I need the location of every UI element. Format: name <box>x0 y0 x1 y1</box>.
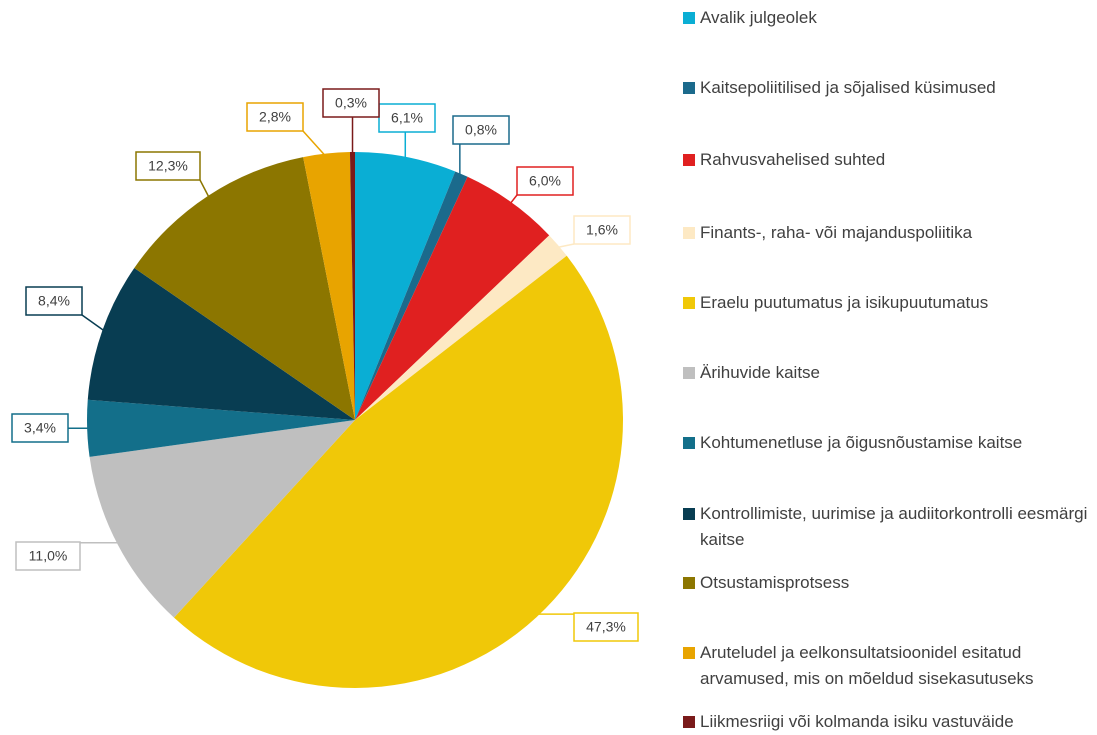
legend-item: Kontrollimiste, uurimise ja audiitorkont… <box>683 501 1088 553</box>
data-label: 12,3% <box>148 158 188 174</box>
label-box <box>246 102 304 132</box>
data-label: 47,3% <box>586 619 626 635</box>
pie-slice <box>174 255 623 688</box>
legend-label: Eraelu puutumatus ja isikupuutumatus <box>700 293 989 312</box>
data-label: 8,4% <box>38 293 70 309</box>
label-box <box>573 612 639 642</box>
label-box <box>378 103 436 133</box>
legend-item: Avalik julgeolek <box>683 5 1088 31</box>
pie-slice <box>134 157 355 420</box>
legend-label: Kontrollimiste, uurimise ja audiitorkont… <box>700 504 1088 549</box>
label-box <box>516 166 574 196</box>
leader-line <box>555 243 575 249</box>
leader-line <box>199 179 211 200</box>
legend-swatch <box>683 437 695 449</box>
label-box <box>25 286 83 316</box>
legend-label: Rahvusvahelised suhted <box>700 150 886 169</box>
data-label: 6,1% <box>391 110 423 126</box>
legend-item: Liikmesriigi või kolmanda isiku vastuväi… <box>683 709 1088 735</box>
label-box <box>11 413 69 443</box>
legend-swatch <box>683 12 695 24</box>
pie-slice <box>355 235 567 420</box>
legend-label: Kaitsepoliitilised ja sõjalised küsimuse… <box>700 78 996 97</box>
legend-swatch <box>683 367 695 379</box>
legend-item: Kohtumenetluse ja õigusnõustamise kaitse <box>683 430 1088 456</box>
data-label: 6,0% <box>529 173 561 189</box>
legend-swatch <box>683 716 695 728</box>
data-label: 11,0% <box>29 548 68 564</box>
legend-item: Ärihuvide kaitse <box>683 360 1088 386</box>
legend-swatch <box>683 154 695 166</box>
legend-item: Aruteludel ja eelkonsultatsioonidel esit… <box>683 640 1088 692</box>
chart: 6,1% 0,8% 6,0% 1,6% 47,3% 11,0% 3,4% 8,4% 12,3% 2… <box>11 88 639 688</box>
label-box <box>15 541 81 571</box>
legend-swatch <box>683 297 695 309</box>
pie-slice <box>87 399 356 457</box>
label-box <box>322 88 380 118</box>
label-box <box>135 151 201 181</box>
legend-label: Otsustamisprotsess <box>700 573 850 592</box>
leader-line <box>81 314 107 333</box>
legend-swatch <box>683 647 695 659</box>
legend-label: Aruteludel ja eelkonsultatsioonidel esit… <box>700 643 1034 688</box>
legend-swatch <box>683 508 695 520</box>
legend-label: Kohtumenetluse ja õigusnõustamise kaitse <box>700 433 1023 452</box>
data-label: 2,8% <box>259 109 291 125</box>
pie-slice <box>89 420 355 618</box>
data-label: 3,4% <box>24 420 56 436</box>
legend-item: Kaitsepoliitilised ja sõjalised küsimuse… <box>683 75 1088 101</box>
legend-item: Finants-, raha- või majanduspoliitika <box>683 220 1088 246</box>
legend-label: Finants-, raha- või majanduspoliitika <box>700 223 973 242</box>
legend-item: Eraelu puutumatus ja isikupuutumatus <box>683 290 1088 316</box>
legend-item: Rahvusvahelised suhted <box>683 147 1088 173</box>
legend-swatch <box>683 227 695 239</box>
legend-label: Avalik julgeolek <box>700 8 817 27</box>
legend-swatch <box>683 82 695 94</box>
leader-line <box>508 194 518 206</box>
label-box <box>573 215 631 245</box>
pie-slice <box>303 152 355 420</box>
legend-label: Liikmesriigi või kolmanda isiku vastuväi… <box>700 712 1014 731</box>
pie-slice <box>349 152 355 420</box>
data-label: 0,8% <box>465 122 497 138</box>
data-label: 0,3% <box>335 95 367 111</box>
legend-item: Otsustamisprotsess <box>683 570 1088 596</box>
leader-line <box>302 130 328 159</box>
legend-swatch <box>683 577 695 589</box>
pie-slice <box>355 176 550 420</box>
legend-label: Ärihuvide kaitse <box>700 363 821 382</box>
pie-slice <box>355 171 468 420</box>
label-box <box>452 115 510 145</box>
pie-slice <box>355 152 456 420</box>
pie-slice <box>87 267 355 420</box>
data-label: 1,6% <box>586 222 618 238</box>
